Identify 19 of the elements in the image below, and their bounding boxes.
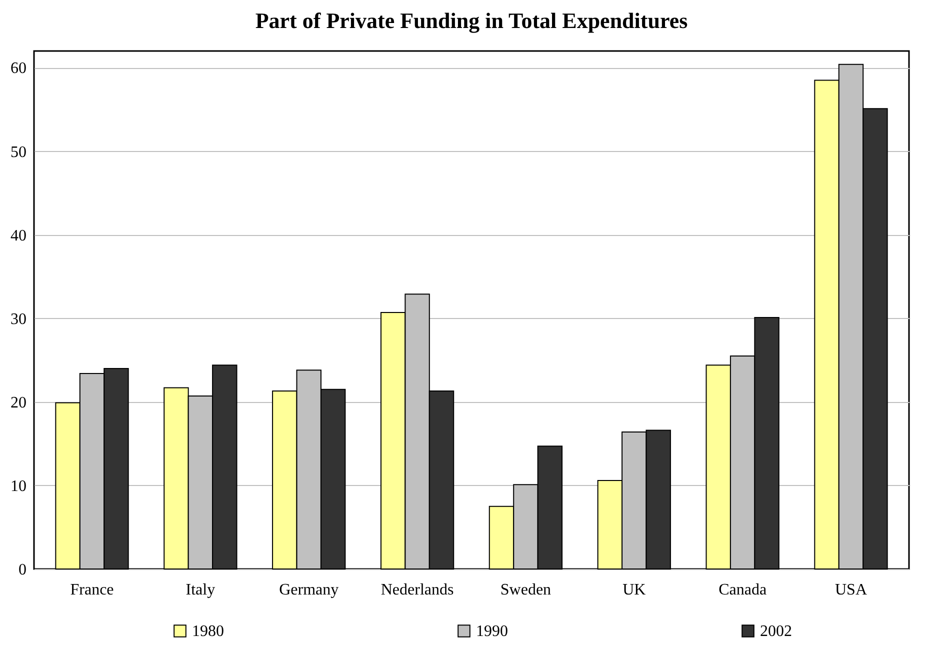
- x-tick-label: Italy: [186, 582, 216, 598]
- y-tick-label: 50: [10, 144, 26, 161]
- x-tick-label: Sweden: [500, 582, 552, 598]
- y-tick-label: 20: [10, 394, 26, 412]
- x-tick-label: Germany: [279, 582, 339, 598]
- legend-label: 1980: [192, 623, 224, 640]
- y-tick-label: 40: [10, 227, 26, 244]
- legend-label: 1990: [476, 623, 508, 640]
- y-tick-label: 60: [10, 60, 26, 78]
- y-tick-label: 0: [18, 562, 26, 578]
- x-tick-label: UK: [622, 582, 646, 598]
- x-tick-label: Nederlands: [380, 582, 454, 598]
- legend-label: 2002: [760, 623, 792, 640]
- x-tick-label: Canada: [718, 582, 767, 598]
- y-tick-label: 30: [10, 310, 26, 328]
- x-tick-label: France: [70, 582, 114, 598]
- chart-title: Part of Private Funding in Total Expenditures: [255, 8, 688, 33]
- x-tick-label: USA: [834, 582, 868, 598]
- y-tick-label: 10: [10, 478, 26, 495]
